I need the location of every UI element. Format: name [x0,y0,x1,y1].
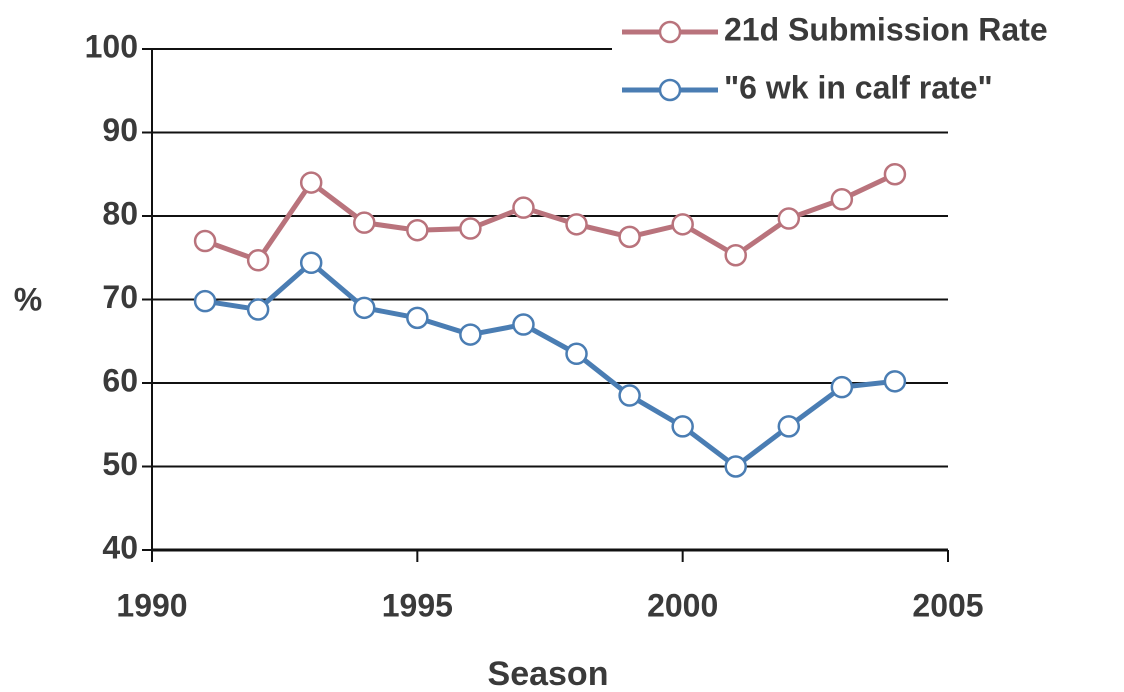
data-point [671,415,694,438]
y-tick-label: 100 [85,28,138,64]
x-tick-label: 2005 [912,587,983,623]
y-tick-label: 90 [102,112,138,148]
x-axis-label: Season [488,655,609,692]
data-point [724,455,747,478]
x-tick-label: 2000 [647,587,718,623]
legend-marker [658,20,682,44]
y-tick-label: 70 [102,279,138,315]
data-point [512,196,535,219]
data-point [353,211,376,234]
data-point [193,289,217,313]
x-tick-label: 1990 [116,587,187,623]
data-point [246,298,270,321]
y-tick-label: 40 [102,529,138,565]
y-axis-label: % [14,281,42,317]
data-point [565,342,588,366]
data-point [246,249,270,272]
data-point [618,384,641,407]
data-point [830,375,854,399]
data-point [830,188,854,211]
legend-marker [658,78,682,102]
data-point [565,213,588,236]
data-point [299,251,323,275]
data-point [406,218,429,242]
legend-label: "6 wk in calf rate" [724,69,993,105]
data-point [724,243,747,267]
legend-label: 21d Submission Rate [724,11,1048,47]
x-tick-label: 1995 [382,587,453,623]
data-point [777,207,801,230]
data-point [671,213,694,236]
y-tick-label: 60 [102,362,138,398]
data-point [883,163,907,186]
data-point [353,296,376,320]
data-point [459,323,482,346]
y-tick-label: 50 [102,446,138,482]
data-point [883,370,907,393]
data-point [459,217,482,240]
legend-background [612,0,1124,120]
data-point [299,171,323,194]
y-tick-label: 80 [102,195,138,231]
data-point [193,229,217,253]
data-point [406,306,429,330]
data-point [512,313,535,336]
data-point [618,225,641,249]
data-point [777,415,801,438]
